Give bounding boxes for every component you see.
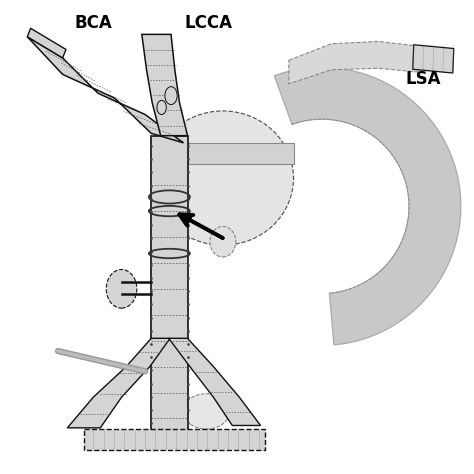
Text: LCCA: LCCA — [185, 14, 233, 32]
Text: LSA: LSA — [405, 70, 441, 88]
Polygon shape — [84, 429, 265, 450]
Polygon shape — [142, 35, 188, 136]
Polygon shape — [274, 67, 461, 345]
Polygon shape — [27, 36, 183, 143]
Text: BCA: BCA — [74, 14, 112, 32]
Ellipse shape — [210, 227, 236, 257]
Polygon shape — [67, 338, 170, 428]
Ellipse shape — [106, 270, 137, 308]
Ellipse shape — [165, 87, 177, 105]
Polygon shape — [413, 45, 454, 73]
Ellipse shape — [152, 111, 293, 245]
Polygon shape — [188, 143, 293, 164]
Ellipse shape — [157, 100, 166, 115]
Polygon shape — [27, 28, 66, 58]
Polygon shape — [289, 42, 419, 84]
Ellipse shape — [183, 394, 230, 429]
Polygon shape — [151, 136, 188, 433]
Polygon shape — [169, 338, 261, 426]
